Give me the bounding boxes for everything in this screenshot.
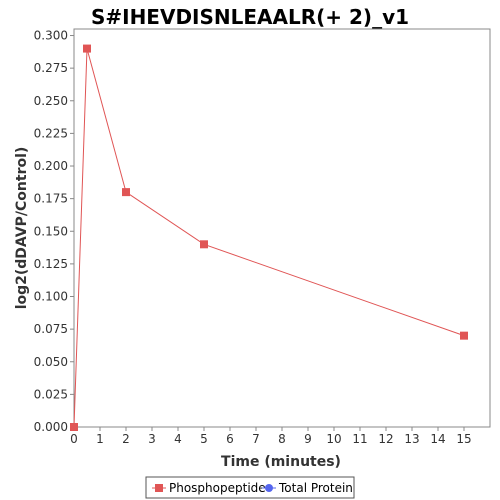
y-tick-label: 0.200 [34,159,68,173]
plot-area [73,28,491,428]
y-tick-label: 0.250 [34,94,68,108]
x-tick-label: 12 [378,432,393,446]
y-axis: 0.000 0.025 0.050 0.075 0.100 0.125 0.150 0.175… [34,29,74,434]
x-tick-label: 1 [96,432,104,446]
x-tick-label: 4 [174,432,182,446]
y-tick-label: 0.125 [34,257,68,271]
legend-marker [155,484,163,492]
x-tick-label: 8 [278,432,286,446]
legend-frame [145,476,355,499]
data-point [460,331,468,340]
x-tick-label: 2 [122,432,130,446]
x-tick-label: 9 [304,432,312,446]
y-tick-label: 0.175 [34,192,68,206]
legend: Phosphopeptide Total Protein [145,476,355,499]
data-point [83,44,91,53]
x-tick-label: 10 [326,432,341,446]
x-tick-label: 7 [252,432,260,446]
legend-label: Phosphopeptide [169,481,266,495]
x-tick-label: 13 [404,432,419,446]
y-tick-label: 0.050 [34,355,68,369]
x-tick-label: 15 [456,432,471,446]
x-tick-label: 5 [200,432,208,446]
y-tick-label: 0.150 [34,224,68,238]
series-layer [70,44,468,431]
y-tick-label: 0.300 [34,29,68,43]
x-tick-label: 6 [226,432,234,446]
data-point [122,188,130,197]
y-tick-label: 0.075 [34,322,68,336]
y-tick-label: 0.225 [34,126,68,140]
x-axis-label: Time (minutes) [221,454,341,470]
x-tick-label: 3 [148,432,156,446]
x-tick-label: 11 [352,432,367,446]
y-axis-label: log2(dDAVP/Control) [14,147,30,310]
data-point [70,423,78,431]
y-tick-label: 0.275 [34,61,68,75]
x-tick-label: 0 [70,432,78,446]
legend-label: Total Protein [278,481,353,495]
y-tick-label: 0.025 [34,387,68,401]
chart-title: S#IHEVDISNLEAALR(+ 2)_v1 [91,5,409,29]
legend-marker [265,484,273,492]
x-tick-label: 14 [430,432,445,446]
x-axis: 0 1 2 3 4 5 6 7 8 9 10 11 12 13 14 15 [70,427,472,446]
data-point [200,240,208,249]
y-tick-label: 0.100 [34,290,68,304]
y-tick-label: 0.000 [34,420,68,434]
